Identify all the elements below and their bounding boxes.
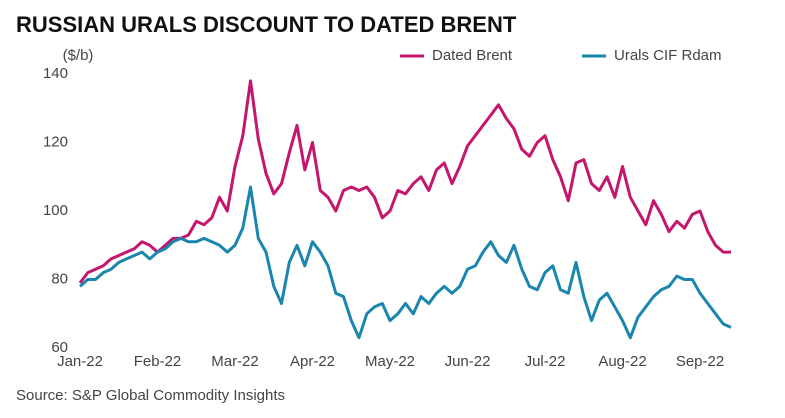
x-tick-label: Jan-22 [57,353,103,370]
legend-label: Dated Brent [432,47,513,64]
x-tick-label: May-22 [365,353,415,370]
series-line [78,79,731,284]
x-tick-label: Feb-22 [134,353,182,370]
source: Source: S&P Global Commodity Insights [16,387,285,404]
x-tick-label: Mar-22 [211,353,259,370]
y-tick-label: 140 [43,65,68,82]
y-tick-label: 100 [43,202,68,219]
x-tick-label: Apr-22 [290,353,335,370]
y-tick-label: 120 [43,133,68,150]
x-tick-label: Jul-22 [525,353,566,370]
legend-label: Urals CIF Rdam [614,47,722,64]
x-tick-label: Sep-22 [676,353,724,370]
y-tick-label: 60 [51,339,68,356]
x-tick-label: Aug-22 [598,353,646,370]
chart-title: RUSSIAN URALS DISCOUNT TO DATED BRENT [16,12,517,37]
x-tick-label: Jun-22 [445,353,491,370]
y-tick-label: 80 [51,270,68,287]
series-line [79,185,732,340]
y-axis-label: ($/b) [63,47,94,64]
